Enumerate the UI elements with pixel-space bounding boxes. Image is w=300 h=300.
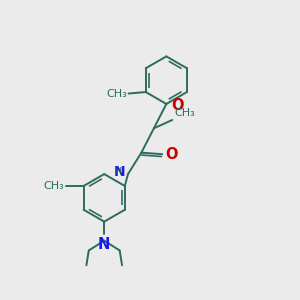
- Text: O: O: [172, 98, 184, 113]
- Text: H: H: [114, 167, 123, 177]
- Text: O: O: [165, 147, 178, 162]
- Text: CH₃: CH₃: [44, 181, 64, 191]
- Text: CH₃: CH₃: [174, 108, 195, 118]
- Text: N: N: [98, 237, 110, 252]
- Text: N: N: [114, 165, 126, 179]
- Text: CH₃: CH₃: [106, 88, 127, 98]
